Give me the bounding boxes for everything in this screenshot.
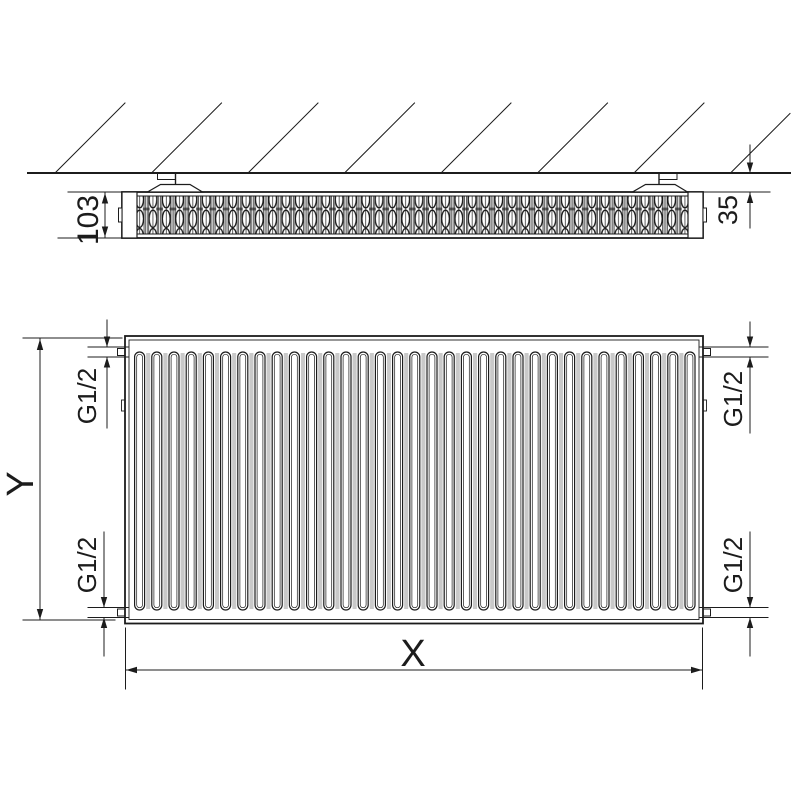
connection-dimension-top-right: G1/2 bbox=[699, 321, 769, 434]
connection-dimension-bottom-right: G1/2 bbox=[699, 531, 769, 657]
height-dimension: Y bbox=[0, 337, 123, 621]
depth-dimension-label: 103 bbox=[72, 195, 105, 245]
width-dimension-label: X bbox=[400, 633, 425, 675]
left-mounting-bracket bbox=[145, 172, 205, 193]
connection-label-top-left: G1/2 bbox=[72, 368, 102, 424]
right-mounting-bracket bbox=[630, 172, 690, 193]
wall-distance-dimension-label: 35 bbox=[713, 195, 743, 225]
front-view: Y X G1/2 G1/2 bbox=[0, 319, 769, 690]
panel-inner-edge bbox=[128, 339, 700, 620]
height-dimension-label: Y bbox=[0, 471, 42, 496]
left-connection-stub bbox=[118, 207, 123, 223]
connection-label-bottom-right: G1/2 bbox=[718, 537, 748, 593]
connection-dimension-top-left: G1/2 bbox=[72, 319, 129, 429]
left-end-cap bbox=[121, 191, 138, 239]
convector-fin-pattern bbox=[137, 196, 688, 234]
connection-dimension-bottom-left: G1/2 bbox=[72, 531, 129, 657]
top-view: 103 35 bbox=[27, 102, 791, 245]
connection-label-top-right: G1/2 bbox=[718, 371, 748, 427]
depth-dimension: 103 bbox=[57, 191, 122, 245]
connection-label-bottom-left: G1/2 bbox=[72, 537, 102, 593]
panel-corrugation-slots bbox=[134, 351, 696, 611]
width-dimension: X bbox=[125, 627, 703, 690]
wall-distance-dimension: 35 bbox=[702, 144, 771, 229]
wall-hatching-lines bbox=[55, 102, 791, 173]
right-end-cap bbox=[687, 191, 704, 239]
right-connection-stub bbox=[702, 207, 707, 223]
